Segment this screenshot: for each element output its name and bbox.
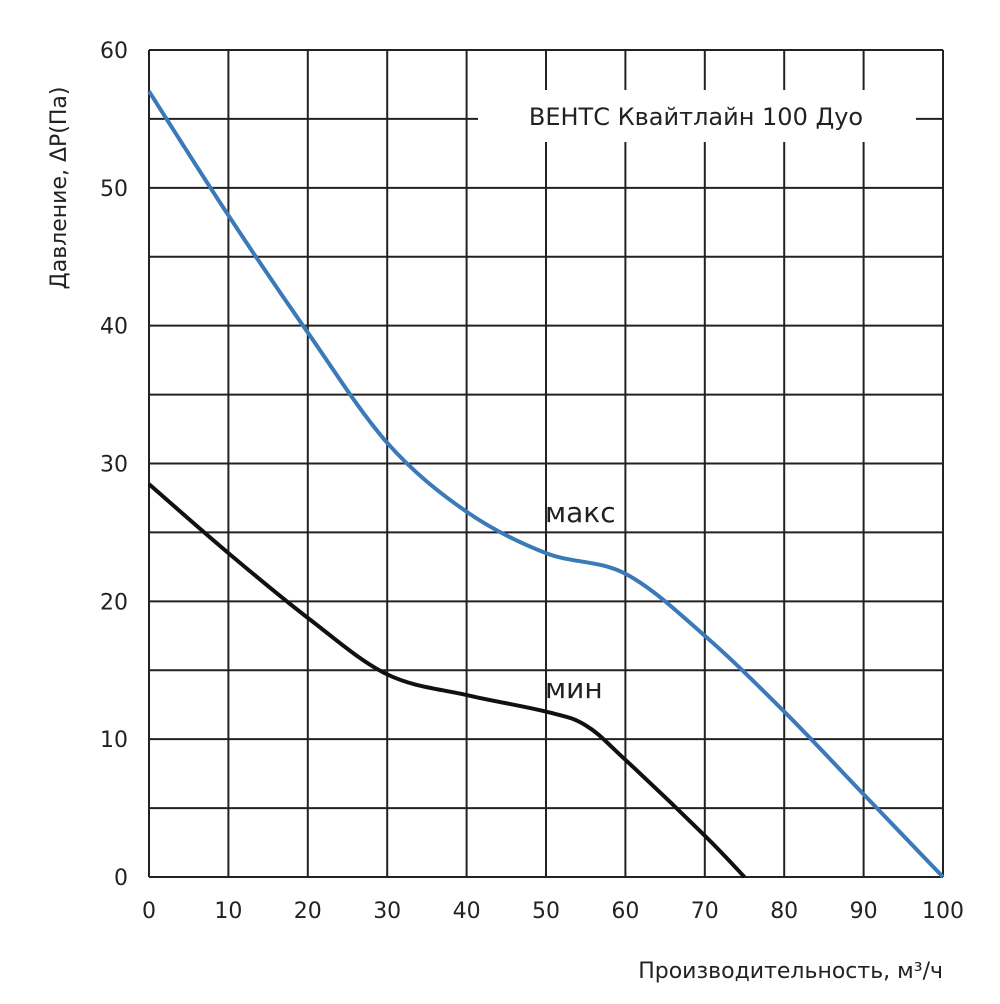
y-tick-label: 50 — [100, 177, 128, 202]
y-tick-label: 30 — [100, 453, 128, 478]
y-tick-label: 20 — [100, 590, 128, 615]
series-labels: макс мин — [545, 496, 616, 705]
x-tick-label: 60 — [611, 899, 639, 924]
y-axis-label: Давление, ΔP(Па) — [47, 87, 72, 290]
x-tick-label: 10 — [214, 899, 242, 924]
x-tick-label: 50 — [532, 899, 560, 924]
series-label: мин — [545, 672, 603, 705]
grid — [148, 49, 944, 878]
chart-title-box: ВЕНТС Квайтлайн 100 Дуо — [478, 90, 916, 142]
x-axis-label: Производительность, м³/ч — [638, 959, 943, 984]
x-tick-label: 40 — [453, 899, 481, 924]
y-tick-label: 0 — [114, 866, 128, 891]
x-tick-label: 0 — [142, 899, 156, 924]
y-tick-labels: 0 10 20 30 40 50 60 — [100, 39, 128, 891]
chart-title: ВЕНТС Квайтлайн 100 Дуо — [529, 103, 863, 131]
x-tick-label: 20 — [294, 899, 322, 924]
x-tick-labels: 0 10 20 30 40 50 60 70 80 90 100 — [142, 899, 964, 924]
x-tick-label: 100 — [922, 899, 964, 924]
x-tick-label: 70 — [691, 899, 719, 924]
y-tick-label: 60 — [100, 39, 128, 64]
series-line-max — [147, 90, 945, 879]
y-tick-label: 10 — [100, 728, 128, 753]
x-tick-label: 90 — [850, 899, 878, 924]
series-label: макс — [545, 496, 616, 529]
y-tick-label: 40 — [100, 315, 128, 340]
x-tick-label: 80 — [770, 899, 798, 924]
x-tick-label: 30 — [373, 899, 401, 924]
series-line-min — [147, 482, 746, 879]
series-lines — [147, 90, 945, 879]
